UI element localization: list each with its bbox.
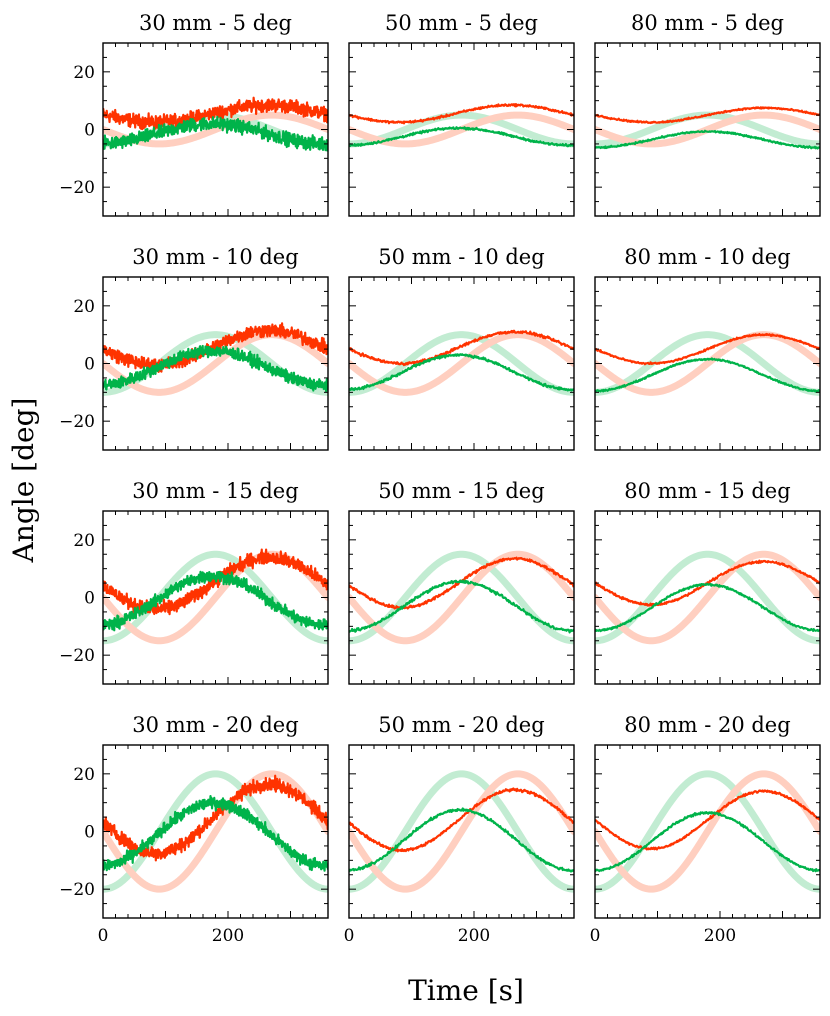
red-measured-line [349, 787, 574, 853]
panel-1: −20 0 20 30 mm - 5 deg [59, 11, 329, 217]
x-tick-label: 200 [704, 926, 736, 946]
y-tick-label: −20 [59, 412, 95, 432]
panel-title: 30 mm - 10 deg [132, 245, 298, 269]
green-measured-line [595, 582, 820, 633]
panel-title: 80 mm - 15 deg [624, 479, 790, 503]
red-measured-line [349, 329, 574, 367]
panel-title: 30 mm - 5 deg [139, 11, 292, 35]
y-tick-label: −20 [59, 880, 95, 900]
red-reference-line [103, 331, 328, 396]
panel-title: 30 mm - 15 deg [132, 479, 298, 503]
panel-title: 50 mm - 20 deg [378, 713, 544, 737]
green-measured-line [349, 126, 574, 148]
panel-title: 80 mm - 5 deg [631, 11, 784, 35]
y-tick-label: −20 [59, 178, 95, 198]
panel-title: 50 mm - 10 deg [378, 245, 544, 269]
x-tick-label: 200 [212, 926, 244, 946]
red-reference-line [349, 550, 574, 645]
x-tick-label: 0 [98, 926, 109, 946]
green-measured-line [103, 795, 328, 872]
y-tick-label: 0 [84, 121, 95, 141]
green-measured-line [103, 570, 328, 632]
plot-area [103, 322, 328, 396]
red-reference-line [595, 770, 820, 893]
plot-area [349, 102, 574, 148]
red-reference-line [349, 111, 574, 148]
y-tick-label: 20 [73, 531, 95, 551]
y-tick-label: −20 [59, 646, 95, 666]
plot-area [349, 550, 574, 645]
red-measured-line [595, 332, 820, 366]
panel-12: 0 200 80 mm - 20 deg [590, 713, 821, 946]
green-measured-line [349, 807, 574, 873]
panel-title: 80 mm - 20 deg [624, 713, 790, 737]
red-reference-line [595, 550, 820, 645]
green-reference-line [595, 770, 820, 893]
red-reference-line [103, 111, 328, 148]
plot-area [349, 770, 574, 893]
panel-4: −20 0 20 30 mm - 10 deg [59, 245, 329, 451]
plot-area [595, 550, 820, 645]
panel-7: −20 0 20 30 mm - 15 deg [59, 479, 329, 685]
x-axis-label: Time [s] [408, 974, 524, 1007]
y-tick-label: 0 [84, 355, 95, 375]
y-tick-label: 0 [84, 589, 95, 609]
y-axis-label: Angle [deg] [7, 398, 40, 564]
panel-title: 50 mm - 5 deg [385, 11, 538, 35]
red-measured-line [595, 106, 820, 125]
red-measured-line [103, 96, 328, 131]
y-tick-label: 0 [84, 823, 95, 843]
green-reference-line [595, 331, 820, 396]
panel-9: 80 mm - 15 deg [594, 479, 821, 685]
red-reference-line [595, 111, 820, 148]
panel-11: 0 200 50 mm - 20 deg [344, 713, 575, 946]
red-measured-line [595, 789, 820, 851]
panel-3: 80 mm - 5 deg [594, 11, 821, 217]
green-measured-line [349, 579, 574, 634]
panels-group: −20 0 20 30 mm - 5 deg 50 mm - 5 deg 80 mm - … [59, 11, 821, 946]
green-measured-line [103, 344, 328, 393]
x-tick-label: 0 [344, 926, 355, 946]
panel-title: 80 mm - 10 deg [624, 245, 790, 269]
green-reference-line [349, 770, 574, 893]
red-reference-line [595, 331, 820, 396]
plot-area [103, 548, 328, 645]
plot-area [595, 331, 820, 396]
plot-area [595, 106, 820, 150]
plot-area [103, 96, 328, 152]
red-measured-line [103, 322, 328, 374]
plot-area [103, 770, 328, 893]
x-tick-label: 200 [458, 926, 490, 946]
panel-title: 30 mm - 20 deg [132, 713, 298, 737]
panel-6: 80 mm - 10 deg [594, 245, 821, 451]
x-tick-label: 0 [590, 926, 601, 946]
panel-5: 50 mm - 10 deg [348, 245, 575, 451]
green-measured-line [595, 129, 820, 150]
panel-title: 50 mm - 15 deg [378, 479, 544, 503]
green-measured-line [349, 353, 574, 392]
plot-area [349, 329, 574, 396]
y-tick-label: 20 [73, 765, 95, 785]
green-reference-line [349, 111, 574, 148]
red-reference-line [349, 770, 574, 893]
green-measured-line [595, 811, 820, 873]
red-measured-line [349, 102, 574, 125]
y-tick-label: 20 [73, 63, 95, 83]
green-measured-line [103, 115, 328, 152]
red-reference-line [349, 331, 574, 396]
y-tick-label: 20 [73, 297, 95, 317]
plot-area [595, 770, 820, 893]
green-reference-line [103, 770, 328, 893]
red-measured-line [595, 559, 820, 607]
panel-2: 50 mm - 5 deg [348, 11, 575, 217]
panel-8: 50 mm - 15 deg [348, 479, 575, 685]
green-reference-line [103, 550, 328, 645]
red-reference-line [103, 770, 328, 893]
green-measured-line [595, 357, 820, 393]
